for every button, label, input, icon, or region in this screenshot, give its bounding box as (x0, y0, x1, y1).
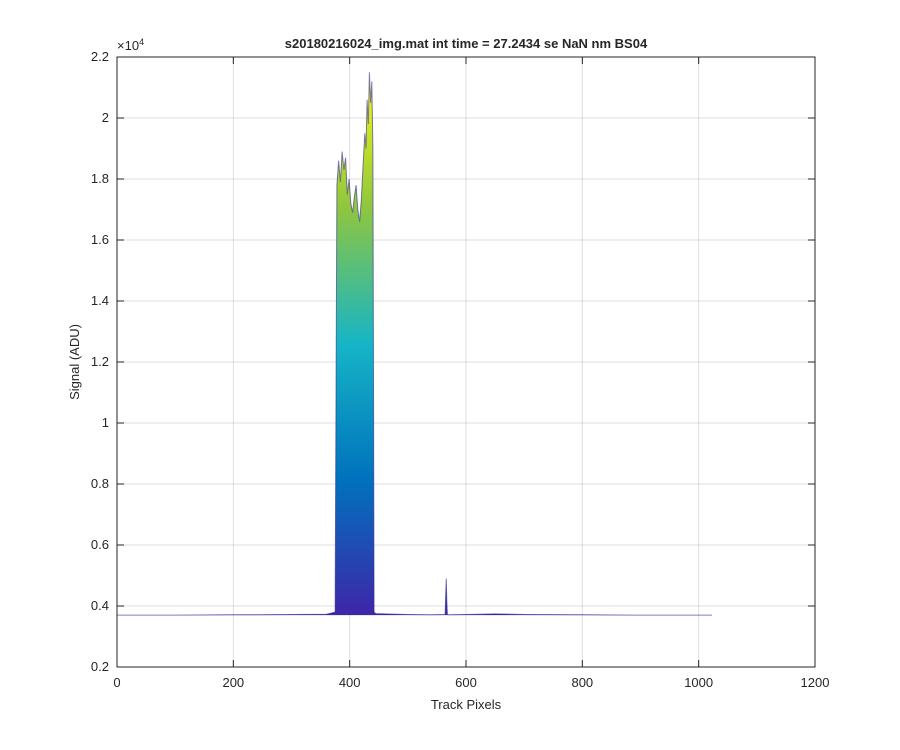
y-tick-label: 1.2 (91, 354, 109, 369)
y-tick-label: 2 (102, 110, 109, 125)
y-tick-label: 1.4 (91, 293, 109, 308)
y-tick-label: 1 (102, 415, 109, 430)
y-tick-label: 0.8 (91, 476, 109, 491)
y-exponent-power: 4 (139, 37, 144, 47)
chart-title: s20180216024_img.mat int time = 27.2434 … (285, 36, 648, 51)
y-exponent-base: ×10 (117, 38, 139, 53)
ticks: 0 200 400 600 800 1000 1200 0.2 0.4 0.6 0.8 1 1.2 1.4… (91, 49, 830, 690)
x-tick-label: 1200 (801, 675, 830, 690)
signal-line (117, 72, 712, 616)
x-tick-label: 1000 (684, 675, 713, 690)
data-layer (117, 72, 713, 616)
x-axis-label: Track Pixels (431, 697, 502, 712)
x-tick-label: 200 (222, 675, 244, 690)
x-tick-label: 600 (455, 675, 477, 690)
y-axis-label: Signal (ADU) (67, 324, 82, 400)
y-tick-label: 1.8 (91, 171, 109, 186)
y-tick-label: 2.2 (91, 49, 109, 64)
x-tick-label: 800 (571, 675, 593, 690)
y-tick-label: 0.4 (91, 598, 109, 613)
x-tick-label: 400 (339, 675, 361, 690)
y-tick-label: 0.6 (91, 537, 109, 552)
y-tick-label: 0.2 (91, 659, 109, 674)
plot-area (117, 57, 815, 667)
y-exponent-label: ×104 (117, 37, 144, 53)
x-tick-label: 0 (113, 675, 120, 690)
y-tick-label: 1.6 (91, 232, 109, 247)
